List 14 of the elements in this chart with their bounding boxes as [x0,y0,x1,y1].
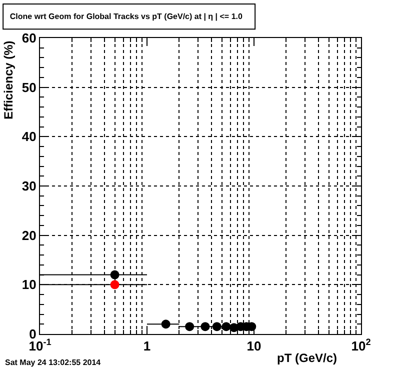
y-tick-label: 60 [22,30,36,46]
text: Sat May 24 13:02:55 2014 [5,358,102,367]
y-tick-label: 20 [22,228,36,243]
x-tick-label: 10 [246,338,262,354]
y-tick-label: 40 [22,129,36,144]
y-tick-label: 10 [22,277,36,292]
y-axis-title: Efficiency (%) [1,40,16,120]
chart-title: Clone wrt Geom for Global Tracks vs pT (GeV/c) at | η | <= 1.0 [10,12,243,21]
y-tick-label: 50 [22,80,36,95]
y-tick-label: 0 [29,326,36,342]
x-tick-label: 10$^{2}$ [351,337,371,354]
x-axis-title: pT (GeV/c) [277,351,338,365]
x-tick-label: 1 [143,338,151,354]
y-tick-label: 30 [22,178,36,194]
